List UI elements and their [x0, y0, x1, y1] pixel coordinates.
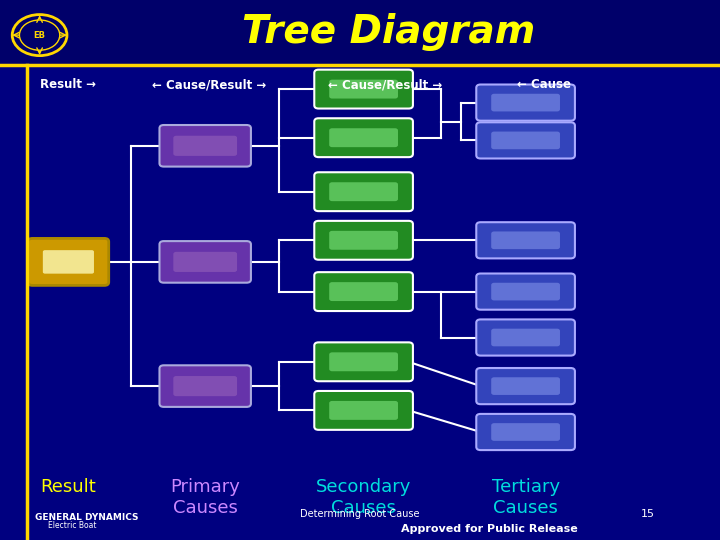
FancyBboxPatch shape	[477, 320, 575, 355]
FancyBboxPatch shape	[491, 329, 560, 346]
FancyBboxPatch shape	[160, 125, 251, 166]
Text: Result →: Result →	[40, 78, 96, 91]
Text: Tertiary
Causes: Tertiary Causes	[492, 478, 559, 517]
FancyBboxPatch shape	[477, 368, 575, 404]
FancyBboxPatch shape	[329, 282, 398, 301]
FancyBboxPatch shape	[28, 239, 109, 285]
FancyBboxPatch shape	[314, 342, 413, 381]
FancyBboxPatch shape	[491, 423, 560, 441]
Text: EB: EB	[34, 31, 45, 39]
FancyBboxPatch shape	[43, 250, 94, 274]
FancyBboxPatch shape	[491, 94, 560, 111]
FancyBboxPatch shape	[477, 222, 575, 258]
FancyBboxPatch shape	[160, 241, 251, 283]
FancyBboxPatch shape	[491, 232, 560, 249]
FancyBboxPatch shape	[491, 132, 560, 149]
FancyBboxPatch shape	[314, 272, 413, 311]
FancyBboxPatch shape	[491, 377, 560, 395]
Text: Primary
Causes: Primary Causes	[170, 478, 240, 517]
FancyBboxPatch shape	[329, 401, 398, 420]
FancyBboxPatch shape	[491, 283, 560, 300]
FancyBboxPatch shape	[174, 376, 237, 396]
FancyBboxPatch shape	[314, 391, 413, 430]
Text: Approved for Public Release: Approved for Public Release	[401, 524, 578, 534]
Text: ← Cause/Result →: ← Cause/Result →	[328, 78, 442, 91]
Text: Secondary
Causes: Secondary Causes	[316, 478, 411, 517]
FancyBboxPatch shape	[329, 352, 398, 372]
FancyBboxPatch shape	[314, 70, 413, 109]
FancyBboxPatch shape	[477, 122, 575, 159]
FancyBboxPatch shape	[477, 414, 575, 450]
Text: Result: Result	[40, 478, 96, 496]
FancyBboxPatch shape	[314, 221, 413, 260]
Text: Tree Diagram: Tree Diagram	[242, 14, 536, 51]
Text: Determining Root Cause: Determining Root Cause	[300, 509, 420, 519]
FancyBboxPatch shape	[329, 128, 398, 147]
Text: GENERAL DYNAMICS: GENERAL DYNAMICS	[35, 513, 138, 522]
FancyBboxPatch shape	[160, 366, 251, 407]
Text: ← Cause/Result →: ← Cause/Result →	[152, 78, 266, 91]
FancyBboxPatch shape	[314, 118, 413, 157]
FancyBboxPatch shape	[314, 172, 413, 211]
Text: 15: 15	[641, 509, 655, 519]
FancyBboxPatch shape	[477, 273, 575, 309]
Text: Electric Boat: Electric Boat	[48, 521, 96, 530]
FancyBboxPatch shape	[174, 252, 237, 272]
FancyBboxPatch shape	[329, 182, 398, 201]
FancyBboxPatch shape	[329, 231, 398, 249]
FancyBboxPatch shape	[174, 136, 237, 156]
FancyBboxPatch shape	[477, 84, 575, 120]
Text: ← Cause: ← Cause	[517, 78, 571, 91]
FancyBboxPatch shape	[329, 79, 398, 98]
Bar	[0, 0, 720, 65]
